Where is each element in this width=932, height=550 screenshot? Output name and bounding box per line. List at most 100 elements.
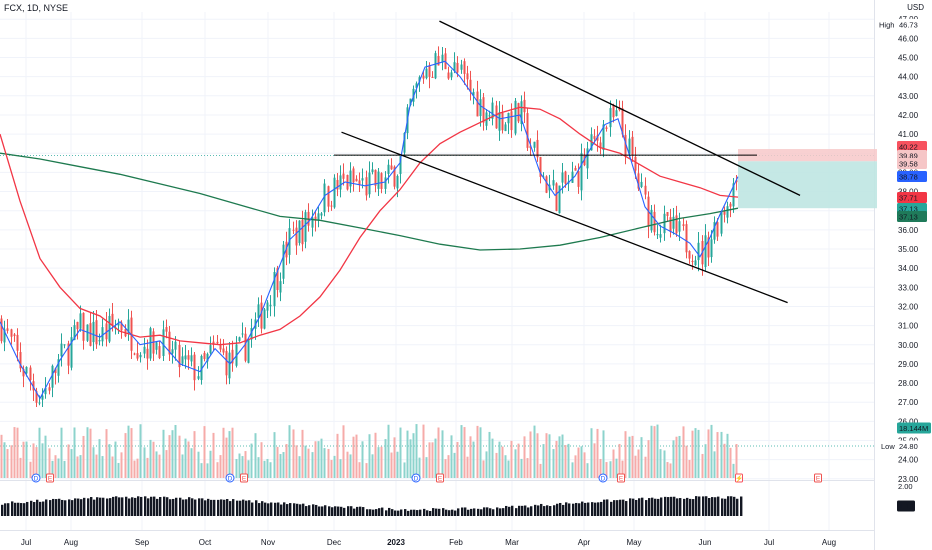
indicator-bar [11,501,14,516]
candle-body [149,328,152,359]
candle-body [323,183,326,213]
volume-bar [158,454,161,478]
indicator-bar [220,499,223,516]
earnings-marker[interactable] [240,473,248,483]
indicator-bar [166,497,169,516]
candle-body [295,227,298,246]
indicator-bar [445,509,448,516]
candle-body [663,213,666,234]
volume-bar [624,431,627,478]
volume-bar [73,427,76,478]
volume-bar [130,428,133,478]
dividend-marker[interactable] [225,473,235,483]
candle-body [678,221,681,232]
earnings-marker[interactable] [46,473,54,483]
volume-bar [184,438,187,478]
candle-body [89,323,92,346]
volume-bar [653,426,656,478]
volume-bar [76,456,79,478]
earnings-marker[interactable] [436,473,444,483]
volume-bar [79,455,82,478]
indicator-bar [286,504,289,516]
indicator-bar [302,503,305,516]
candle-body [536,139,539,158]
volume-bar [533,425,536,478]
volume-bar [495,452,498,478]
high-value-bg [897,18,927,30]
indicator-bar [435,508,438,516]
indicator-bar [727,496,730,516]
candle-body [520,101,523,125]
indicator-bar [648,498,651,516]
volume-bar [127,425,130,478]
volume-bar [146,457,149,478]
event-marker-label: ⚡ [735,475,743,483]
indicator-bar [7,503,10,516]
volume-bar [304,445,307,478]
candle-body [273,272,276,307]
indicator-bar [137,496,140,516]
dividend-marker[interactable] [598,473,608,483]
split-marker[interactable] [735,473,743,483]
indicator-bar [280,504,283,516]
candle-body [472,91,475,96]
volume-bar [330,460,333,478]
indicator-bar [36,499,39,516]
candle-body [628,138,631,154]
price-tick-label: 29.00 [898,360,919,369]
volume-bar [38,427,41,478]
price-tag: 38.78 [899,173,918,182]
volume-bar [48,448,51,478]
volume-bar [564,445,567,478]
candle-body [615,110,618,117]
volume-bar [333,455,336,478]
candle-body [393,166,396,187]
candle-body [460,64,463,70]
candle-body [640,181,643,188]
candle-body [707,237,710,258]
earnings-marker[interactable] [617,473,625,483]
indicator-bar [625,501,628,516]
candle-body [659,234,662,238]
indicator-bar [169,499,172,516]
price-tag-bg [897,141,927,152]
indicator-bar [33,502,36,516]
candle-body [482,97,485,123]
indicator-bar [635,499,638,516]
event-marker-label: E [48,476,53,483]
indicator-bar [527,507,530,516]
volume-bar [269,462,272,478]
volume-bar [190,448,193,478]
volume-bar [292,429,295,478]
time-tick-label: Apr [578,538,591,547]
event-marker-label: D [34,476,39,483]
volume-bar [716,432,719,478]
candle-body [54,368,57,374]
volume-bar [682,426,685,478]
price-tick-label: 28.00 [898,379,919,388]
dividend-marker[interactable] [411,473,421,483]
candle-body [16,334,19,351]
indicator-bar [388,507,391,516]
indicator-bar [242,499,245,516]
candle-body [384,177,387,189]
dividend-marker[interactable] [31,473,41,483]
indicator-bar [645,500,648,516]
indicator-bar [733,496,736,516]
volume-bar [669,463,672,478]
indicator-bar [559,502,562,516]
earnings-marker[interactable] [814,473,822,483]
candle-body [599,142,602,149]
volume-bar [539,463,542,478]
volume-bar [197,451,200,478]
candle-body [206,353,209,362]
indicator-bar [549,506,552,516]
volume-bar [637,449,640,478]
volume-bar [431,442,434,478]
candle-body [558,185,561,214]
volume-bar [663,450,666,478]
volume-bar [612,449,615,478]
volume-bar [374,432,377,478]
time-tick-label: Sep [135,538,150,547]
